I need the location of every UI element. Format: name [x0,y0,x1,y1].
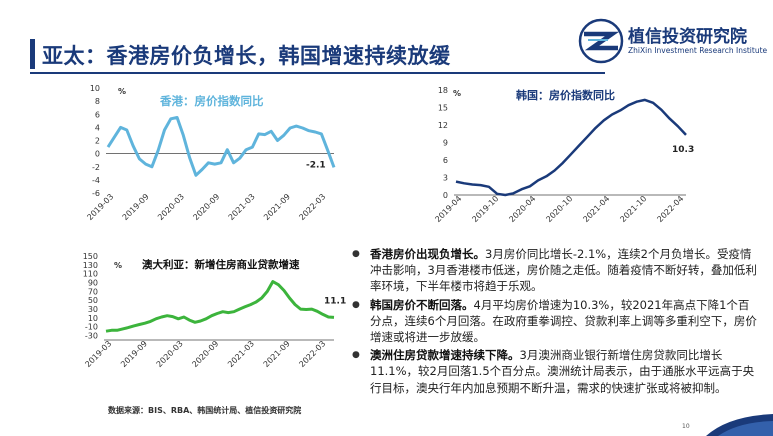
y-tick-label: -6 [92,189,100,198]
y-tick-label: 130 [83,261,98,270]
x-tick-label: 2021-09 [262,192,292,222]
y-tick-label: 12 [438,121,448,130]
y-tick-label: 50 [88,296,98,305]
list-item: 澳洲住房贷款增速持续下降。3月澳洲商业银行新增住房贷款同比增长11.1%，较2月… [352,347,757,396]
y-tick-label: 0 [443,191,448,200]
x-tick-label: 2020-04 [507,194,537,224]
y-tick-label: 3 [443,174,448,183]
logo: 植信投资研究院 ZhiXin Investment Research Insti… [578,16,767,66]
x-tick-label: 2021-03 [227,192,257,222]
y-tick-label: 8 [95,97,100,106]
series-line [106,116,336,177]
x-tick-label: 2019-04 [433,194,463,224]
y-tick-label: 6 [95,110,100,119]
page-title: 亚太：香港房价负增长，韩国增速持续放缓 [42,44,451,68]
y-tick-label: 90 [88,279,98,288]
y-tick-labels: 10 8 6 4 2 0 -2 -4 -6 [90,84,100,198]
y-axis-unit: % [114,261,122,270]
y-tick-label: 10 [90,84,100,93]
x-tick-label: 2019-10 [470,194,500,224]
bullet-lead: 香港房价出现负增长。 [370,247,485,261]
x-tick-label: 2019-09 [121,192,151,222]
end-value-label: -2.1 [306,160,326,170]
chart-title: 香港：房价指数同比 [159,94,264,108]
logo-emblem-icon [578,18,624,64]
x-tick-label: 2022-03 [297,192,327,222]
x-tick-label: 2021-09 [262,339,292,369]
y-tick-label: 2 [95,137,100,146]
x-tick-label: 2020-03 [156,192,186,222]
x-tick-label: 2022-03 [297,339,327,369]
logo-name-cn: 植信投资研究院 [628,27,747,47]
series-line [455,98,687,197]
logo-name-en: ZhiXin Investment Research Institute [628,46,768,55]
y-tick-label: -2 [92,163,100,172]
x-tick-label: 2022-04 [655,194,685,224]
x-tick-label: 2021-10 [618,194,648,224]
bullet-text: 3月房价同比增长-2.1%，连续2个月负增长。受疫情冲击影响，3月香港楼市低迷，… [370,247,757,294]
page-number: 10 [682,423,690,430]
y-tick-label: 0 [95,150,100,159]
x-tick-label: 2019-09 [119,339,149,369]
x-tick-label: 2020-09 [191,192,221,222]
y-tick-label: 70 [88,287,98,296]
bullet-lead: 韩国房价不断回落。 [370,297,474,312]
y-axis-unit: % [118,87,126,96]
y-tick-label: 110 [83,270,98,279]
y-tick-label: -4 [92,176,100,185]
x-tick-label: 2021-04 [581,194,611,224]
corner-decoration-icon [706,414,773,436]
y-tick-label: 18 [438,86,448,95]
x-tick-label: 2019-03 [83,339,113,369]
x-tick-label: 2021-03 [226,339,256,369]
chart-hongkong: 10 8 6 4 2 0 -2 -4 -6 % 香港：房价指数同比 2019-03 2019-09… [85,84,336,222]
end-value-label: 10.3 [672,145,694,155]
x-tick-label: 2019-03 [85,192,115,222]
y-tick-label: 9 [443,139,448,148]
bullet-text: 4月平均房价增速为10.3%，较2021年高点下降1个百分点，连续6个月回落。在… [370,297,757,345]
y-tick-label: 4 [95,123,100,132]
x-tick-labels: 2019-03 2019-09 2020-03 2020-09 2021-03 2021-… [85,192,327,222]
y-tick-label: 150 [83,252,98,261]
y-tick-label: -10 [85,323,98,332]
bullet-text: 3月澳洲商业银行新增住房贷款同比增长11.1%，较2月回落1.5个百分点。澳洲统… [370,348,755,395]
y-tick-label: 30 [88,305,98,314]
y-tick-label: 10 [88,314,98,323]
list-item: 韩国房价不断回落。4月平均房价增速为10.3%，较2021年高点下降1个百分点，… [352,297,757,346]
header-accent-bar [30,39,35,69]
source-note: 数据来源：BIS、RBA、韩国统计局、植信投资研究院 [108,406,302,415]
x-tick-labels: 2019-03 2019-09 2020-03 2020-09 2021-03 2021-… [83,339,327,369]
header-rule [30,72,605,74]
y-tick-label: 6 [443,156,448,165]
y-tick-label: -30 [85,332,98,341]
chart-title: 澳大利亚：新增住房商业贷款增速 [142,258,300,271]
x-tick-labels: 2019-04 2019-10 2020-04 2020-10 2021-04 2021-… [433,194,685,224]
list-item: 香港房价出现负增长。3月房价同比增长-2.1%，连续2个月负增长。受疫情冲击影响… [352,246,757,295]
y-tick-label: 15 [438,104,448,113]
chart-title: 韩国：房价指数同比 [516,88,615,102]
series-line [105,280,335,333]
bullet-lead: 澳洲住房贷款增速持续下降。 [370,348,520,363]
y-tick-labels: 18 15 12 9 6 3 0 [438,86,448,200]
commentary-list: 香港房价出现负增长。3月房价同比增长-2.1%，连续2个月负增长。受疫情冲击影响… [352,246,757,398]
end-value-label: 11.1 [324,296,346,306]
x-tick-label: 2020-10 [544,194,574,224]
y-axis-unit: % [453,89,461,98]
x-tick-label: 2020-09 [190,339,220,369]
x-tick-label: 2020-03 [155,339,185,369]
